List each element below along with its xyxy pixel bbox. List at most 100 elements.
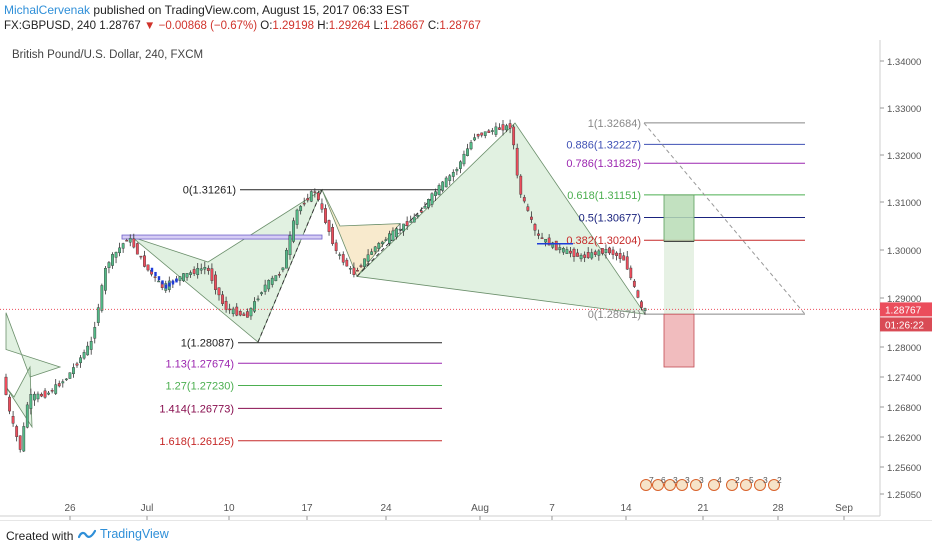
tradingview-brand[interactable]: TradingView [78,527,169,541]
candle-body [487,130,491,133]
candle-body [356,270,359,272]
event-count: 2 [777,475,782,485]
chart-title: British Pound/U.S. Dollar, 240, FXCM [12,49,203,61]
candle-body [508,123,512,129]
candle-body-highlight [154,271,157,276]
position-target-zone[interactable] [663,194,695,242]
candle-body [50,390,54,392]
current-price-label: 1.28767 [885,305,922,316]
event-flag-icon[interactable] [754,479,766,491]
high-label: H: [317,20,329,32]
candle-body [221,294,224,304]
candle-body [622,255,626,261]
position-stop-zone[interactable] [663,313,695,368]
swing-connector-2[interactable] [356,189,441,277]
event-flag-icon[interactable] [768,479,780,491]
event-flag-icon[interactable] [740,479,752,491]
candle-body [199,268,203,271]
pattern-leg[interactable] [356,122,646,315]
candle-body [462,153,466,165]
candle-body [490,130,494,132]
price-tick-label: 1.32000 [887,151,921,162]
candle-body [423,205,427,209]
candle-body [61,381,65,384]
candle-body [306,198,310,201]
overlays[interactable] [0,194,880,368]
candle-body [359,265,363,267]
price-tick-label: 1.31000 [887,198,921,209]
event-flag-icon[interactable] [676,479,688,491]
candle-body [533,224,537,231]
price-tick-label: 1.30000 [887,246,921,257]
pattern-leg[interactable] [5,312,62,378]
candle-body [412,216,416,223]
countdown-badge [880,317,932,332]
price-chart[interactable]: British Pound/U.S. Dollar, 240, FXCM 0(1… [0,40,932,524]
candle-body [89,341,93,350]
event-flag-icon[interactable] [664,479,676,491]
event-flag-icon[interactable] [726,479,738,491]
candle-body [377,243,381,249]
candle-body [111,254,114,266]
candle-body [455,169,459,172]
fib-retracement-label: 0.5(1.30677) [579,213,641,225]
time-axis[interactable]: 26 Jul 10 17 24 Aug 7 14 21 28 Sep [64,503,853,520]
candle-body [391,230,395,241]
candle-body [295,209,299,225]
fib-retracement-label: 0(1.28671) [588,309,641,321]
candle-body [632,280,636,287]
candle-body [551,242,555,248]
candle-body [302,202,306,205]
candle-body [214,274,217,290]
fib-retracement-label: 0.886(1.32227) [566,139,641,151]
candle-body [292,220,295,242]
last-price: 1.28767 [99,20,141,32]
symbol-label[interactable]: FX:GBPUSD, 240 [4,20,97,32]
candle-body [331,227,334,244]
candle-body [40,393,43,397]
candle-body [352,267,356,275]
candle-body [561,248,565,253]
price-axis[interactable]: 1.34000 1.33000 1.32000 1.31000 1.30000 1.290… [880,57,932,501]
pattern-leg[interactable] [5,365,33,429]
candle-body [128,238,132,243]
candle-body [384,239,388,241]
candle-body [103,268,107,291]
event-flag-icon[interactable] [708,479,720,491]
resistance-box[interactable] [121,234,323,240]
event-count: 3 [673,475,678,485]
candle-body [540,237,544,239]
author-link[interactable]: MichalCervenak [4,3,91,17]
candle-body [217,287,221,296]
candle-body-highlight [161,280,164,285]
time-tick-label: Sep [835,503,853,514]
candle-body [558,247,562,251]
candle-body [82,352,86,359]
candle-body [395,228,398,238]
candle-body [299,206,303,212]
event-flag-icon[interactable] [690,479,702,491]
candle-body [441,181,445,191]
candle-body [288,235,292,256]
candle-body [320,203,324,210]
low-label: L: [373,20,384,32]
candle-body [370,251,374,255]
time-tick-label: Aug [471,503,489,514]
chart-area[interactable]: British Pound/U.S. Dollar, 240, FXCM 0(1… [0,40,932,524]
candle-body [579,254,583,260]
candle-body [469,142,473,150]
fib-retracement-label: 0.786(1.31825) [566,158,641,170]
event-flag-icon[interactable] [652,479,664,491]
event-flag-icon[interactable] [640,479,652,491]
candle-body [324,208,327,223]
price-tick-label: 1.26200 [887,433,921,444]
candle-body [405,221,409,226]
candle-body [256,298,260,301]
candle-body-highlight [168,282,171,287]
candle-body [537,233,540,236]
candle-body [121,243,125,249]
time-tick-label: 14 [620,503,632,514]
fib-retracement-label: 0.618(1.31151) [567,190,641,202]
price-tick-label: 1.33000 [887,104,921,115]
